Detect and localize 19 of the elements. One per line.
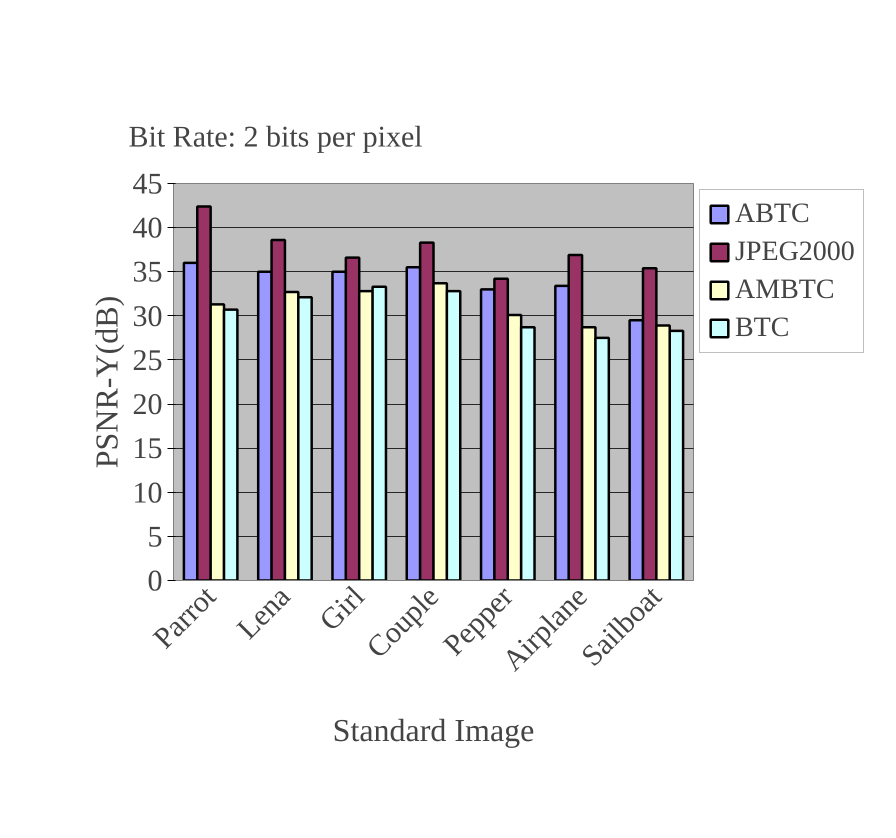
y-tick-label: 35 [132,256,162,289]
y-tick-label: 0 [148,564,162,598]
legend-label: BTC [735,312,790,344]
y-tick-label: 5 [148,520,162,554]
x-tick-label: Lena [230,580,297,646]
chart-title: Bit Rate: 2 bits per pixel [128,120,423,154]
y-tick-label: 25 [132,344,162,377]
legend-label: JPEG2000 [735,236,855,268]
legend-label: AMBTC [735,274,835,306]
y-tick-label: 30 [132,300,162,333]
x-axis-title: Standard Image [332,712,534,748]
y-tick-label: 40 [132,212,162,245]
y-axis-title: PSNR-Y(dB) [88,296,124,468]
x-tick-label: Girl [313,580,371,638]
y-tick-label: 45 [132,168,162,200]
y-tick-label: 20 [132,388,162,422]
legend-label: ABTC [735,198,810,230]
y-tick-label: 10 [132,476,162,510]
y-tick-label: 15 [132,432,162,466]
